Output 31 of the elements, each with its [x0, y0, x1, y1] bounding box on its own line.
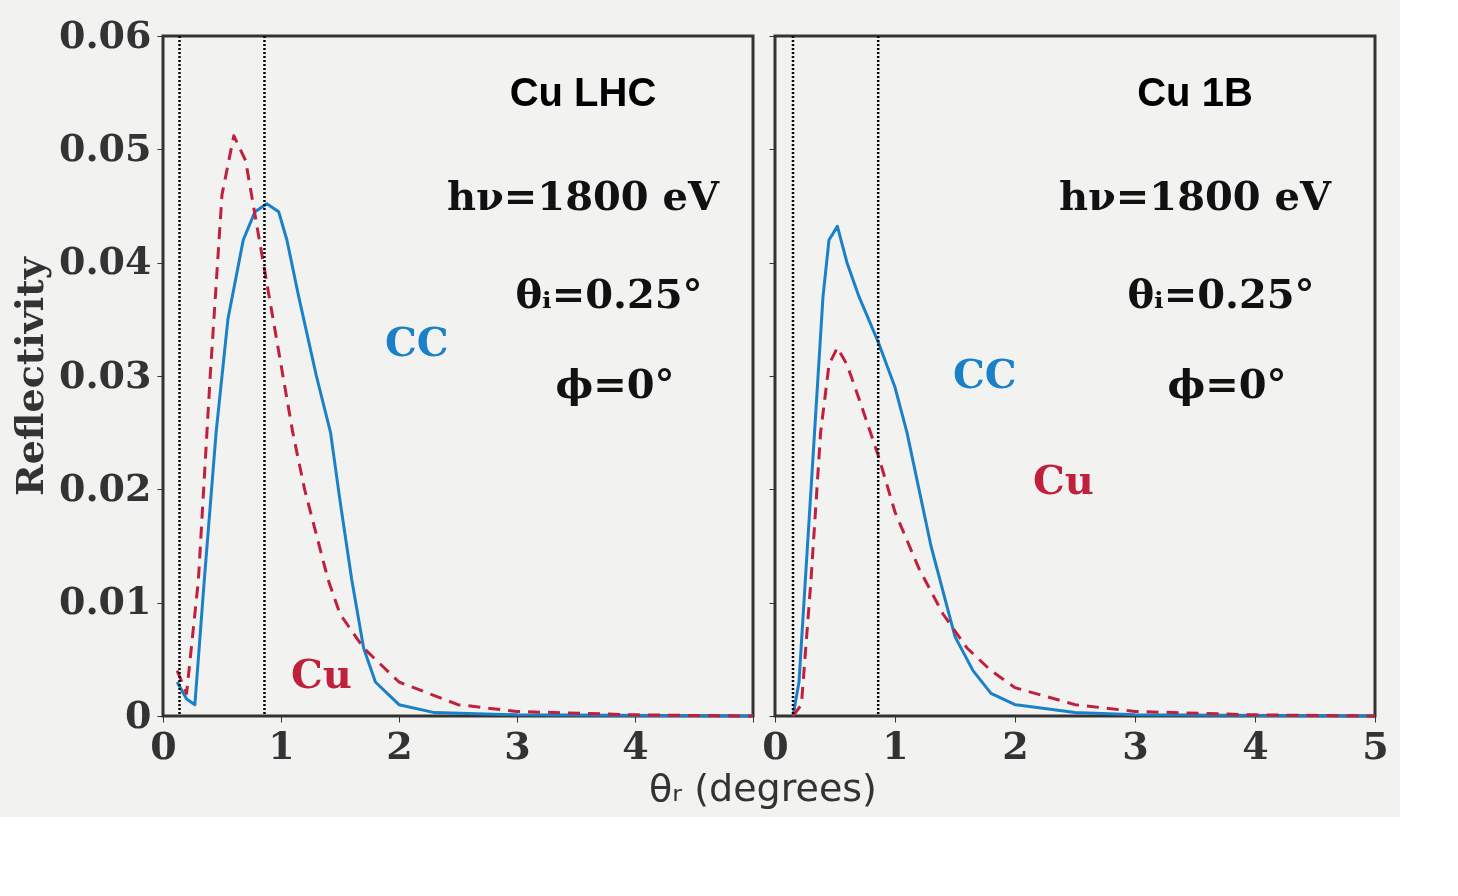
annotation: ϕ=0° [555, 360, 675, 407]
x-tick-label: 2 [386, 722, 413, 768]
y-tick-label: 0 [125, 691, 152, 737]
annotation: θᵢ=0.25° [1127, 270, 1315, 317]
y-tick-label: 0.02 [58, 464, 152, 510]
y-tick-label: 0.05 [58, 124, 152, 170]
x-tick-label: 3 [1122, 722, 1149, 768]
annotation: hν=1800 eV [1058, 172, 1333, 219]
x-tick-label: 0 [762, 722, 789, 768]
series-label: CC [385, 318, 449, 365]
series-label: CC [953, 350, 1017, 397]
x-tick-label: 5 [1362, 722, 1389, 768]
x-tick-label: 2 [1002, 722, 1029, 768]
x-tick-label: 1 [268, 722, 295, 768]
y-tick-label: 0.04 [58, 238, 152, 284]
x-tick-label: 3 [504, 722, 531, 768]
y-axis-title: Reflectivity [6, 256, 52, 496]
y-tick-label: 0.06 [58, 11, 152, 57]
y-tick-label: 0.01 [58, 578, 152, 624]
annotation: hν=1800 eV [446, 172, 721, 219]
annotation: ϕ=0° [1167, 360, 1287, 407]
x-axis-title: θᵣ (degrees) [649, 766, 877, 810]
annotation: θᵢ=0.25° [515, 270, 703, 317]
x-tick-label: 4 [1242, 722, 1269, 768]
text: Cu LHC [509, 70, 657, 114]
y-tick-label: 0.03 [58, 351, 152, 397]
x-tick-label: 4 [622, 722, 649, 768]
series-label: Cu [291, 650, 352, 697]
x-tick-label: 1 [882, 722, 909, 768]
text: Cu [1033, 456, 1094, 503]
text: Cu 1B [1137, 70, 1253, 114]
